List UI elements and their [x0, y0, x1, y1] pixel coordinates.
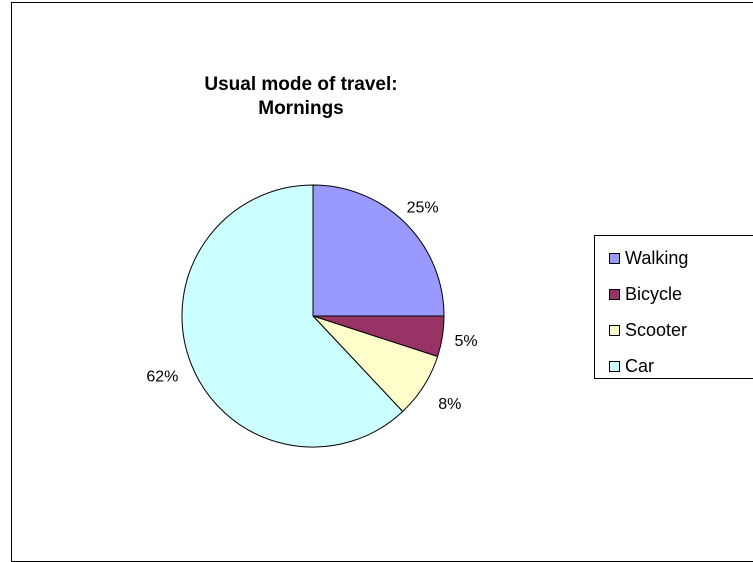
chart-title: Usual mode of travel: Mornings	[170, 73, 432, 121]
legend-swatch-bicycle	[609, 288, 620, 300]
legend-swatch-scooter	[609, 324, 620, 336]
pie-label-bicycle: 5%	[455, 333, 478, 350]
legend-label-scooter: Scooter	[625, 319, 688, 340]
chart-title-line-1: Usual mode of travel:	[204, 74, 398, 95]
legend-label-walking: Walking	[625, 247, 689, 268]
legend-label-bicycle: Bicycle	[625, 283, 683, 304]
legend-swatch-walking	[609, 252, 620, 264]
pie-label-car: 62%	[146, 369, 178, 386]
pie-slice-walking	[312, 184, 445, 317]
pie-slice-car	[181, 184, 404, 448]
legend-item-bicycle: Bicycle	[609, 284, 682, 304]
legend-item-car: Car	[609, 356, 654, 376]
legend-label-car: Car	[625, 355, 655, 376]
pie-chart: 25% 5% 8% 62%	[146, 184, 478, 448]
chart-title-line-2: Mornings	[258, 98, 344, 119]
legend-item-scooter: Scooter	[609, 320, 687, 340]
legend: Walking Bicycle Scooter Car	[594, 235, 753, 379]
legend-item-walking: Walking	[609, 248, 688, 268]
legend-swatch-car	[609, 360, 620, 372]
pie-label-scooter: 8%	[438, 396, 461, 413]
pie-label-walking: 25%	[407, 199, 439, 216]
